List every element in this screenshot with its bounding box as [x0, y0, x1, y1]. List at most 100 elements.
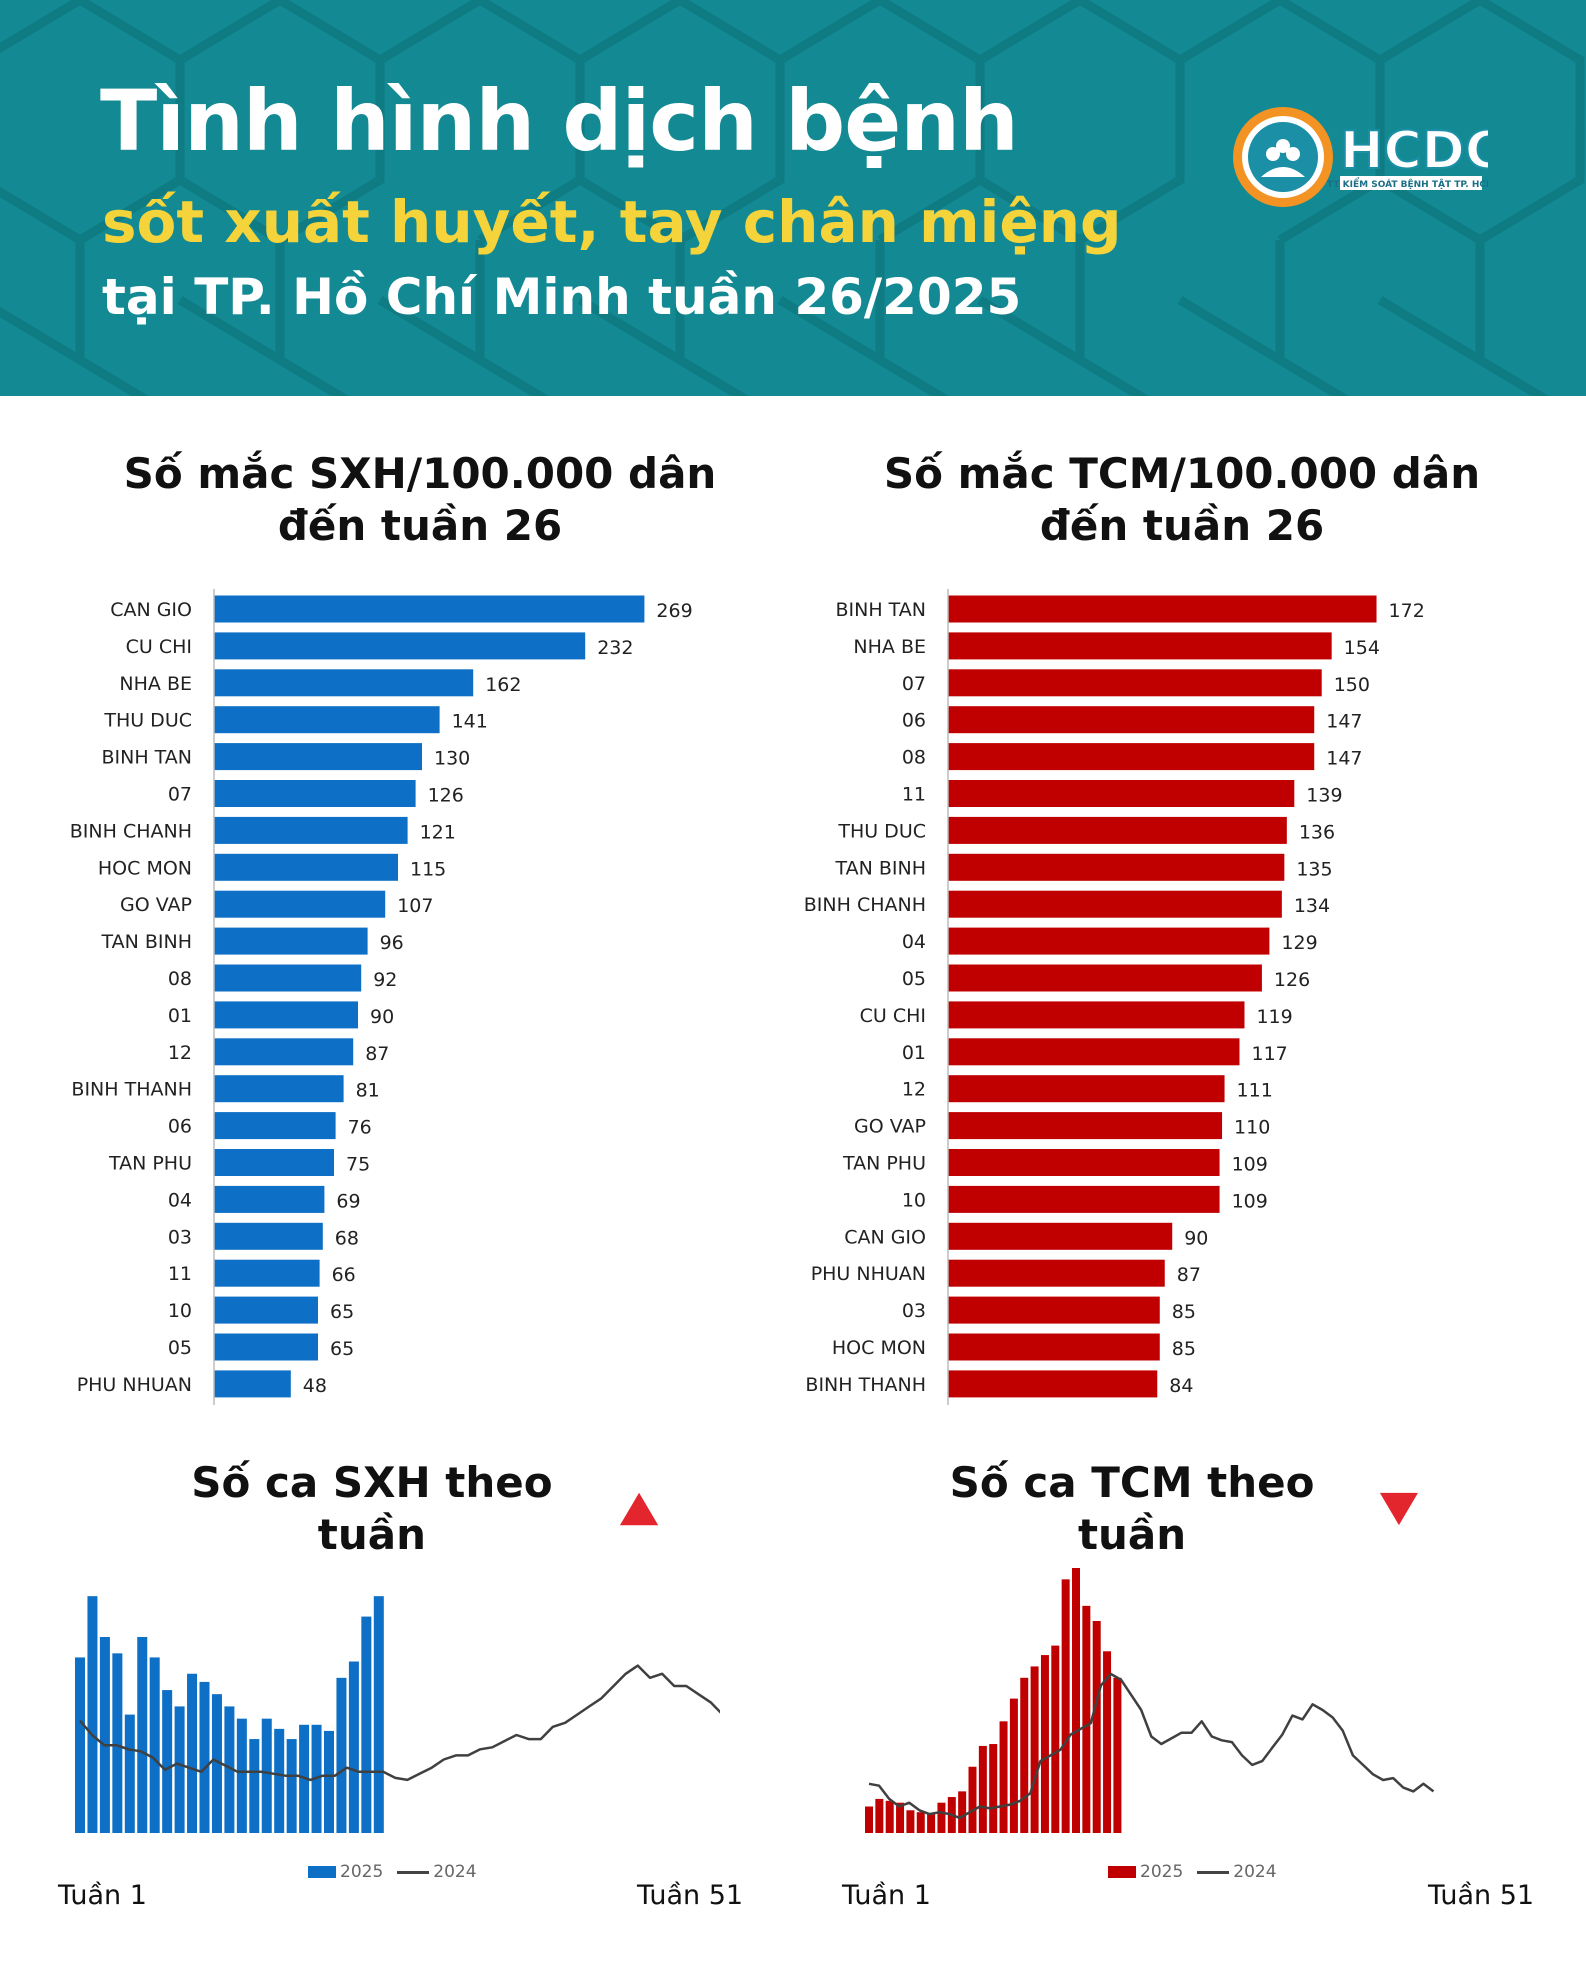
- sxh-weekly-chart-title: Số ca SXH theo tuần: [140, 1457, 660, 1561]
- bar: [948, 1112, 1223, 1140]
- bar: [214, 1038, 354, 1066]
- value-label: 117: [1251, 1043, 1287, 1065]
- bar: [214, 1112, 336, 1140]
- category-label: 08: [168, 968, 192, 990]
- bar: [948, 1222, 1173, 1250]
- weekly-bar: [1113, 1677, 1122, 1833]
- category-label: 10: [168, 1300, 192, 1322]
- bar: [214, 853, 398, 881]
- weekly-bar: [885, 1800, 894, 1833]
- tcm-x-start-label: Tuần 1: [842, 1880, 931, 1911]
- weekly-bar: [373, 1596, 384, 1833]
- bar: [214, 632, 586, 660]
- value-label: 81: [356, 1080, 380, 1102]
- legend-line-2024: [397, 1870, 430, 1874]
- value-label: 136: [1299, 821, 1335, 843]
- category-label: TAN BINH: [834, 857, 926, 879]
- value-label: 75: [346, 1154, 370, 1176]
- bar: [948, 890, 1282, 918]
- category-label: BINH THANH: [71, 1079, 192, 1101]
- category-label: PHU NHUAN: [77, 1374, 192, 1396]
- bar: [948, 1185, 1220, 1213]
- category-label: TAN BINH: [100, 931, 192, 953]
- category-label: BINH CHANH: [804, 894, 926, 916]
- weekly-bar: [1082, 1605, 1091, 1833]
- weekly-bar: [174, 1706, 185, 1833]
- bar: [948, 1370, 1158, 1398]
- weekly-bar: [199, 1681, 210, 1833]
- value-label: 126: [428, 785, 464, 807]
- triangle-up-icon: [619, 1492, 659, 1526]
- legend-label-2025: 2025: [340, 1862, 384, 1882]
- category-label: TAN PHU: [108, 1153, 192, 1175]
- bar: [948, 853, 1285, 881]
- logo-subtext: TT KIỂM SOÁT BỆNH TẬT TP. HCM: [1327, 177, 1488, 190]
- bar: [948, 1001, 1245, 1029]
- value-label: 147: [1326, 711, 1362, 733]
- title-line-3: tại TP. Hồ Chí Minh tuần 26/2025: [102, 268, 1022, 326]
- bar: [214, 1075, 344, 1103]
- bar: [214, 780, 416, 807]
- weekly-bar: [87, 1596, 98, 1833]
- value-label: 154: [1344, 637, 1380, 659]
- category-label: 05: [902, 968, 926, 990]
- value-label: 92: [373, 969, 397, 991]
- value-label: 232: [597, 637, 633, 659]
- weekly-bar: [1030, 1666, 1039, 1833]
- tcm-weekly-chart: [865, 1568, 1435, 1833]
- value-label: 65: [330, 1338, 354, 1360]
- sxh-weekly-title-text: Số ca SXH theo tuần: [191, 1458, 553, 1559]
- weekly-bar: [1009, 1698, 1018, 1833]
- bar: [214, 1333, 318, 1361]
- value-label: 147: [1326, 748, 1362, 770]
- value-label: 69: [336, 1190, 360, 1212]
- weekly-bar: [865, 1806, 873, 1833]
- weekly-bar: [916, 1812, 925, 1833]
- bar: [214, 1149, 334, 1176]
- weekly-bar: [1092, 1621, 1101, 1833]
- category-label: 01: [902, 1042, 926, 1064]
- sxh-weekly-chart: [75, 1596, 720, 1833]
- value-label: 172: [1389, 600, 1425, 622]
- value-label: 150: [1334, 674, 1370, 696]
- category-label: GO VAP: [854, 1116, 926, 1138]
- category-label: 06: [168, 1116, 192, 1138]
- sxh-rate-bar-chart: CAN GIO 269 CU CHI 232 NHA BE 162 THU DUC 141 BI…: [70, 589, 693, 1405]
- bar: [214, 1001, 358, 1029]
- value-label: 115: [410, 858, 446, 880]
- weekly-bar: [348, 1661, 359, 1833]
- bar: [214, 964, 362, 992]
- weekly-bar: [1072, 1568, 1080, 1833]
- legend-line-2024: [1197, 1870, 1230, 1874]
- category-label: THU DUC: [103, 710, 192, 732]
- value-label: 48: [303, 1375, 327, 1397]
- legend-label-2024: 2024: [433, 1862, 477, 1882]
- category-label: BINH THANH: [805, 1374, 926, 1396]
- category-label: 03: [902, 1300, 926, 1322]
- category-label: 08: [902, 747, 926, 769]
- category-label: 06: [902, 710, 926, 732]
- value-label: 109: [1232, 1190, 1268, 1212]
- category-label: PHU NHUAN: [811, 1263, 926, 1285]
- category-label: GO VAP: [120, 894, 192, 916]
- weekly-bar: [896, 1802, 905, 1833]
- category-label: CAN GIO: [844, 1226, 926, 1248]
- bar: [214, 743, 422, 771]
- weekly-bar: [958, 1791, 967, 1833]
- bar: [214, 1222, 323, 1250]
- bar: [948, 706, 1315, 734]
- legend-label-2024: 2024: [1233, 1862, 1277, 1882]
- weekly-bar: [875, 1798, 884, 1833]
- line-2024: [79, 1664, 720, 1782]
- bar: [948, 669, 1322, 697]
- value-label: 119: [1256, 1006, 1292, 1028]
- title-line-1: Tình hình dịch bệnh: [100, 72, 1019, 170]
- title-line-2: sốt xuất huyết, tay chân miệng: [102, 188, 1122, 256]
- weekly-bar: [187, 1673, 198, 1833]
- value-label: 90: [1184, 1227, 1208, 1249]
- value-label: 141: [452, 711, 488, 733]
- sxh-x-end-label: Tuần 51: [637, 1880, 744, 1911]
- weekly-bar: [336, 1677, 347, 1833]
- weekly-bar: [978, 1745, 987, 1833]
- bar: [214, 1185, 325, 1213]
